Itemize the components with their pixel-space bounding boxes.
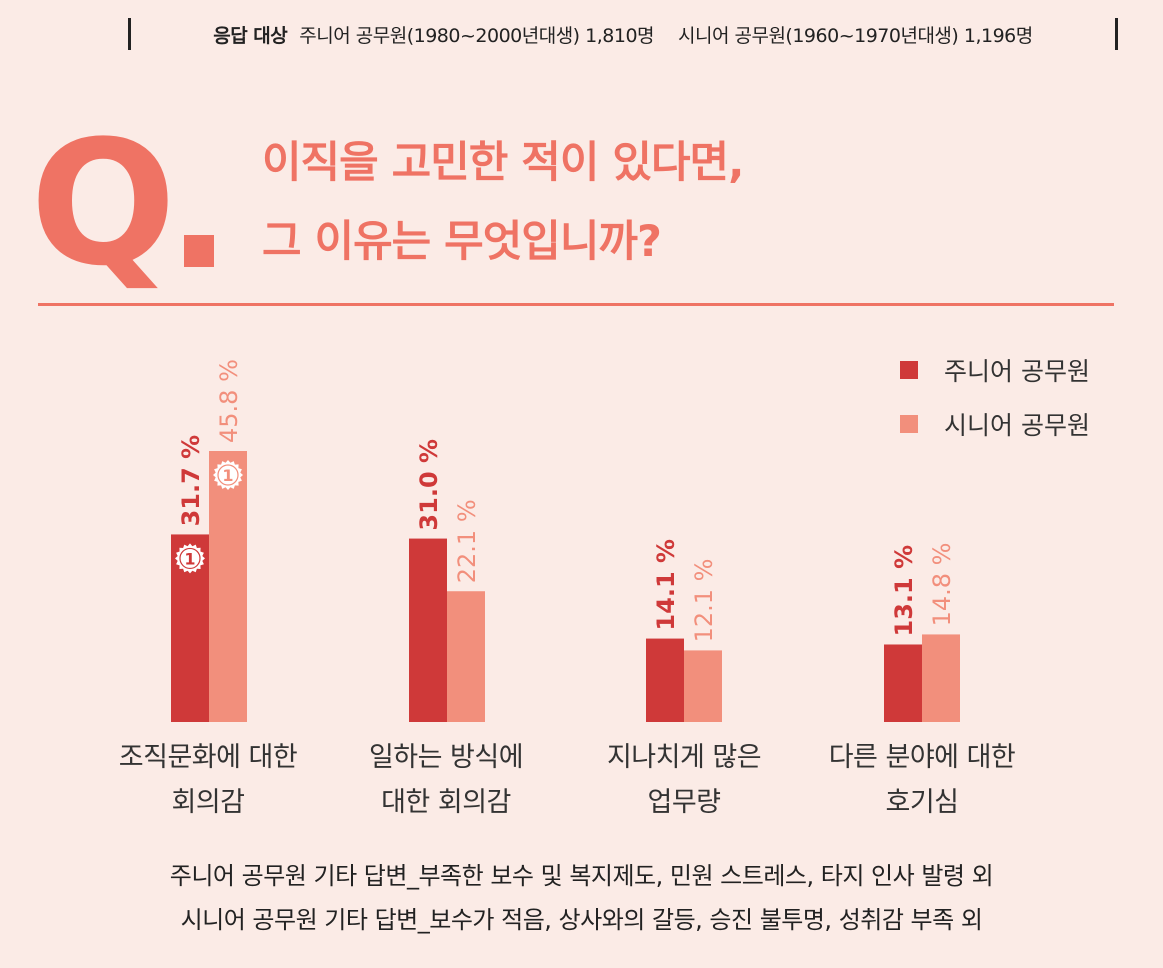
- rank-badge-icon: 1: [175, 543, 205, 574]
- category-label-line: 지나치게 많은: [606, 742, 762, 773]
- bar-senior: [447, 591, 485, 722]
- legend-swatch-senior: [900, 415, 918, 433]
- category-label-line: 다른 분야에 대한: [828, 742, 1016, 773]
- value-label: 31.7 %: [177, 435, 205, 527]
- question-mark-dot: [184, 235, 214, 267]
- bar-junior: [646, 638, 684, 722]
- bar-junior: [409, 538, 447, 722]
- category-label: 다른 분야에 대한 호기심: [802, 735, 1042, 825]
- question-line-2: 그 이유는 무엇입니까?: [262, 217, 662, 267]
- legend-label-junior: 주니어 공무원: [944, 357, 1090, 386]
- category-label-line: 호기심: [885, 787, 959, 818]
- category-label: 일하는 방식에 대한 회의감: [326, 735, 566, 825]
- category-label-line: 일하는 방식에: [368, 742, 524, 773]
- bar-junior: [884, 644, 922, 722]
- respondents-senior: 시니어 공무원(1960~1970년대생) 1,196명: [678, 24, 1033, 47]
- category-label-line: 회의감: [171, 787, 245, 818]
- question-mark-letter: Q: [30, 103, 177, 304]
- legend-swatch-junior: [900, 361, 918, 379]
- category-label: 조직문화에 대한 회의감: [88, 735, 328, 825]
- bar-senior: [922, 634, 960, 722]
- question-line-1: 이직을 고민한 적이 있다면,: [262, 138, 744, 188]
- category-label-line: 조직문화에 대한: [118, 742, 298, 773]
- value-label: 14.1 %: [652, 539, 680, 631]
- footnote-senior: 시니어 공무원 기타 답변_보수가 적음, 상사와의 갈등, 승진 불투명, 성…: [180, 906, 983, 934]
- bar-senior: [209, 451, 247, 722]
- legend-label-senior: 시니어 공무원: [944, 411, 1090, 440]
- value-label: 22.1 %: [453, 499, 481, 583]
- footnote-junior: 주니어 공무원 기타 답변_부족한 보수 및 복지제도, 민원 스트레스, 타지…: [169, 862, 994, 890]
- bar-senior: [684, 650, 722, 722]
- legend-item-senior: 시니어 공무원: [900, 410, 1090, 440]
- divider: [38, 303, 1114, 306]
- value-label: 12.1 %: [690, 559, 718, 643]
- respondents-junior: 주니어 공무원(1980~2000년대생) 1,810명: [299, 24, 655, 47]
- bar-chart: 31.7 % 45.8 % 31.0 % 22.1 % 14.1 % 12.1 % 13.1…: [171, 359, 960, 722]
- svg-text:1: 1: [184, 549, 195, 568]
- category-label: 지나치게 많은 업무량: [564, 735, 804, 825]
- category-label-line: 대한 회의감: [381, 787, 511, 818]
- svg-text:1: 1: [222, 466, 233, 485]
- question-title: 이직을 고민한 적이 있다면, 그 이유는 무엇입니까?: [262, 124, 744, 282]
- value-label: 14.8 %: [928, 543, 956, 627]
- legend: 주니어 공무원 시니어 공무원: [900, 356, 1090, 464]
- category-label-line: 업무량: [647, 787, 721, 818]
- legend-item-junior: 주니어 공무원: [900, 356, 1090, 386]
- respondents-info: 응답 대상 주니어 공무원(1980~2000년대생) 1,810명 시니어 공…: [128, 18, 1118, 50]
- value-label: 13.1 %: [890, 545, 918, 637]
- value-label: 31.0 %: [415, 439, 443, 531]
- respondents-label: 응답 대상: [213, 24, 288, 47]
- rank-badge-icon: 1: [213, 460, 243, 490]
- value-label: 45.8 %: [215, 359, 243, 443]
